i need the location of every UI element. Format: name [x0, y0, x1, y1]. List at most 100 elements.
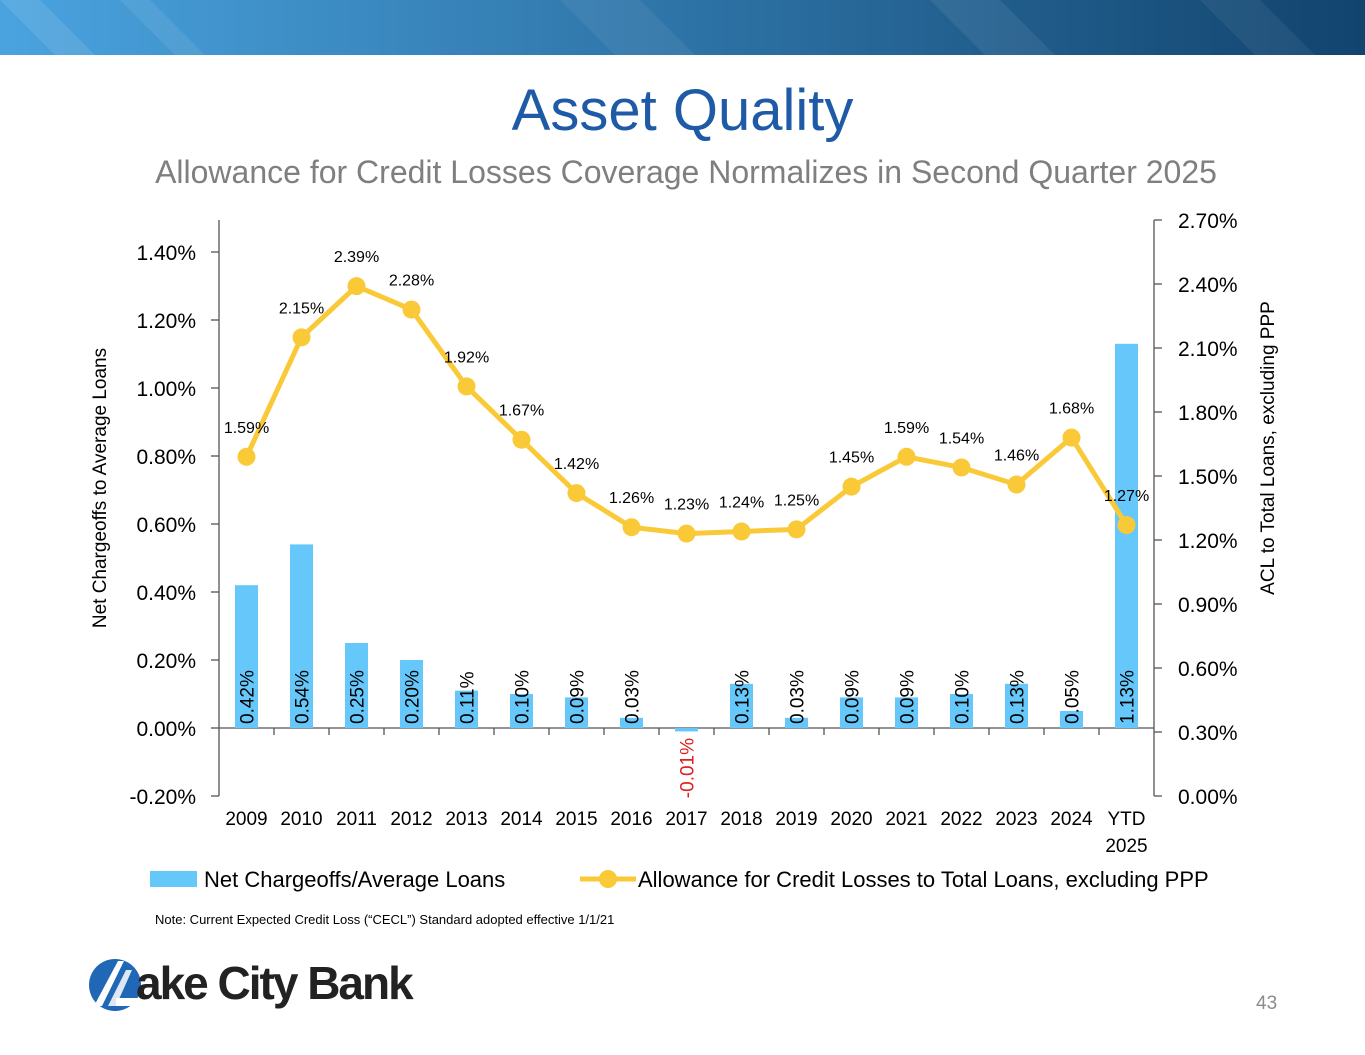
- line-data-label: 1.67%: [499, 403, 544, 420]
- category-label: 2022: [940, 809, 982, 830]
- line-data-label: 1.23%: [664, 497, 709, 514]
- left-tick-label: 0.00%: [136, 718, 196, 741]
- bar-data-label: 0.03%: [623, 670, 644, 724]
- legend-line-label: Allowance for Credit Losses to Total Loa…: [638, 867, 1209, 892]
- line-data-label: 1.27%: [1104, 488, 1149, 505]
- bar-data-label: 0.20%: [403, 670, 424, 724]
- bar-data-label: 0.54%: [293, 670, 314, 724]
- legend-bar-label: Net Chargeoffs/Average Loans: [204, 867, 505, 892]
- line-data-labels: 1.59% 2.15% 2.39% 2.28% 1.92% 1.67% 1.42% 1.26%…: [224, 249, 1149, 513]
- bar-data-label: 0.42%: [238, 670, 259, 724]
- bar-data-label: 0.13%: [733, 670, 754, 724]
- bar-data-label: 0.09%: [898, 670, 919, 724]
- right-tick-label: 0.00%: [1178, 786, 1238, 809]
- left-axis-ticks: -0.20% 0.00% 0.20% 0.40% 0.60% 0.80% 1.00% 1.20…: [129, 242, 219, 809]
- bar-ytd-2025: [1115, 343, 1138, 728]
- line-series: [237, 277, 1136, 543]
- acl-point: [237, 447, 256, 466]
- bar-2022: [950, 694, 973, 728]
- acl-point: [787, 520, 806, 539]
- category-label: 2019: [775, 809, 817, 830]
- acl-point: [457, 377, 476, 396]
- acl-point: [1117, 516, 1136, 535]
- bar-2012: [400, 660, 423, 728]
- asset-quality-chart: -0.20% 0.00% 0.20% 0.40% 0.60% 0.80% 1.00% 1.20…: [90, 210, 1279, 892]
- bar-2014: [510, 694, 533, 728]
- cecl-note: Note: Current Expected Credit Loss (“CEC…: [155, 912, 615, 927]
- bar-2023: [1005, 683, 1028, 728]
- line-data-label: 1.59%: [884, 420, 929, 437]
- legend: Net Chargeoffs/Average Loans Allowance f…: [150, 867, 1209, 892]
- slide-subtitle: Allowance for Credit Losses Coverage Nor…: [155, 154, 1217, 190]
- bar-data-label: 0.25%: [348, 670, 369, 724]
- right-tick-label: 0.90%: [1178, 594, 1238, 617]
- right-tick-label: 2.70%: [1178, 210, 1238, 233]
- acl-point: [732, 522, 751, 541]
- category-label: 2014: [500, 809, 543, 830]
- line-data-label: 2.15%: [279, 300, 324, 317]
- right-tick-label: 2.10%: [1178, 338, 1238, 361]
- bar-2017: [675, 728, 698, 732]
- line-data-label: 1.42%: [554, 456, 599, 473]
- legend-line-marker: [599, 870, 617, 888]
- right-tick-label: 1.80%: [1178, 402, 1238, 425]
- bar-data-label: 1.13%: [1118, 670, 1139, 724]
- left-tick-label: 0.80%: [136, 446, 196, 469]
- header-banner: [0, 0, 1365, 55]
- line-data-label: 1.24%: [719, 494, 764, 511]
- right-tick-label: 1.50%: [1178, 466, 1238, 489]
- acl-point: [1062, 428, 1081, 447]
- acl-point: [622, 518, 641, 537]
- category-label: 2024: [1050, 809, 1093, 830]
- acl-point: [897, 447, 916, 466]
- bar-data-labels: 0.42% 0.54% 0.25% 0.20% 0.11% 0.10% 0.09% 0.03%…: [238, 670, 1139, 798]
- acl-point: [677, 524, 696, 543]
- line-data-label: 2.39%: [334, 249, 379, 266]
- bar-data-label: -0.01%: [678, 738, 699, 798]
- category-label: 2011: [336, 809, 377, 830]
- right-tick-label: 1.20%: [1178, 530, 1238, 553]
- left-tick-label: 0.20%: [136, 650, 196, 673]
- acl-point: [1007, 475, 1026, 494]
- bar-2013: [455, 690, 478, 728]
- bar-2010: [290, 544, 313, 728]
- acl-point: [842, 477, 861, 496]
- bar-data-label: 0.09%: [568, 670, 589, 724]
- category-axis-ticks: [273, 728, 1100, 735]
- slide-title: Asset Quality: [511, 78, 854, 143]
- bar-data-label: 0.11%: [458, 671, 479, 724]
- bar-2024: [1060, 711, 1083, 728]
- category-label: 2012: [390, 809, 432, 830]
- acl-point: [347, 277, 366, 296]
- category-label: 2017: [665, 809, 707, 830]
- category-label: 2021: [885, 809, 927, 830]
- line-data-label: 1.68%: [1049, 401, 1094, 418]
- category-label: 2016: [610, 809, 652, 830]
- bar-2019: [785, 717, 808, 728]
- bar-data-label: 0.13%: [1008, 670, 1029, 724]
- category-label: 2020: [830, 809, 872, 830]
- page-number: 43: [1256, 993, 1278, 1014]
- bar-data-label: 0.03%: [788, 670, 809, 724]
- left-tick-label: 0.40%: [136, 582, 196, 605]
- left-tick-label: 1.20%: [136, 310, 196, 333]
- right-axis-ticks: 0.00% 0.30% 0.60% 0.90% 1.20% 1.50% 1.80% 2.10%…: [1154, 210, 1238, 809]
- line-data-label: 1.46%: [994, 448, 1039, 465]
- right-axis-title: ACL to Total Loans, excluding PPP: [1258, 301, 1279, 595]
- lake-city-bank-logo: [89, 959, 142, 1011]
- category-label: 2013: [445, 809, 487, 830]
- bar-data-label: 0.10%: [953, 670, 974, 724]
- legend-bar-swatch: [150, 871, 197, 887]
- bar-data-label: 0.05%: [1063, 670, 1084, 724]
- line-data-label: 1.25%: [774, 492, 819, 509]
- left-tick-label: 1.00%: [136, 378, 196, 401]
- bar-2015: [565, 697, 588, 728]
- bar-2021: [895, 697, 918, 728]
- line-data-label: 1.59%: [224, 420, 269, 437]
- right-tick-label: 0.60%: [1178, 658, 1238, 681]
- category-label: YTD 2025: [1105, 809, 1147, 857]
- bar-2016: [620, 717, 643, 728]
- right-tick-label: 2.40%: [1178, 274, 1238, 297]
- left-tick-label: 1.40%: [136, 242, 196, 265]
- bar-2018: [730, 683, 753, 728]
